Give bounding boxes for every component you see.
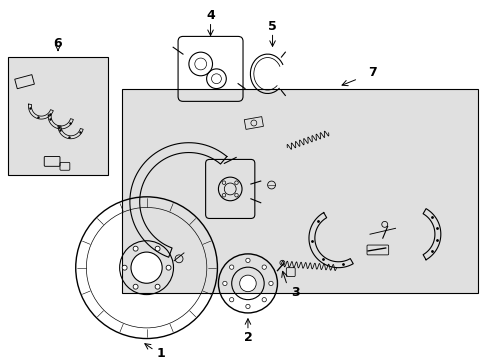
Circle shape	[245, 258, 249, 262]
Text: 1: 1	[157, 347, 165, 360]
Circle shape	[155, 246, 160, 251]
Text: 3: 3	[290, 286, 299, 299]
Circle shape	[133, 284, 138, 289]
Circle shape	[268, 281, 273, 285]
Text: 2: 2	[243, 331, 252, 344]
Text: 6: 6	[54, 37, 62, 50]
Text: 4: 4	[206, 9, 215, 22]
Circle shape	[166, 265, 171, 270]
Circle shape	[223, 281, 226, 285]
Text: 7: 7	[368, 66, 377, 79]
Circle shape	[229, 265, 233, 269]
Circle shape	[245, 304, 249, 309]
Bar	[8, 57, 108, 175]
Circle shape	[155, 284, 160, 289]
Bar	[122, 89, 477, 293]
Circle shape	[133, 246, 138, 251]
Circle shape	[229, 297, 233, 302]
Circle shape	[262, 297, 266, 302]
Circle shape	[131, 252, 162, 283]
Circle shape	[262, 265, 266, 269]
Circle shape	[122, 265, 127, 270]
Text: 5: 5	[267, 20, 276, 33]
Circle shape	[239, 275, 256, 292]
